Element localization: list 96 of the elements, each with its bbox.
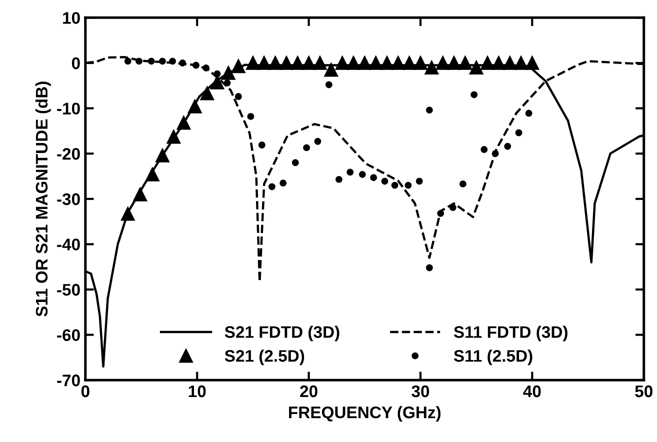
point: [188, 100, 202, 114]
point: [313, 56, 327, 70]
x-tick-label: 40: [523, 385, 541, 398]
point: [480, 146, 488, 153]
point: [381, 178, 388, 185]
point: [492, 150, 499, 158]
point: [224, 79, 231, 86]
y-tick-label: -50: [57, 284, 80, 296]
point: [302, 56, 316, 70]
x-tick-label: 30: [412, 385, 430, 398]
point: [231, 59, 246, 74]
point: [280, 56, 294, 70]
point: [214, 70, 221, 78]
point: [469, 60, 484, 74]
point: [290, 56, 305, 70]
point: [470, 91, 478, 98]
x-tick-label: 0: [81, 385, 90, 398]
point: [404, 182, 412, 189]
point: [346, 56, 360, 70]
point: [426, 264, 433, 272]
y-axis-title: S11 OR S21 MAGNITUDE (dB): [35, 82, 51, 316]
point: [247, 112, 254, 120]
point: [459, 180, 466, 188]
legend-label: S11 (2.5D): [454, 350, 532, 366]
point: [159, 58, 166, 65]
point: [221, 66, 236, 80]
point: [424, 60, 439, 74]
y-tick-label: -70: [57, 374, 80, 386]
point: [480, 56, 494, 70]
point: [358, 170, 366, 178]
point: [156, 148, 170, 162]
point: [324, 62, 338, 77]
point: [416, 178, 423, 185]
point: [179, 60, 186, 66]
point: [120, 206, 135, 221]
point: [525, 56, 540, 70]
point: [346, 168, 354, 176]
legend-label: S21 FDTD (3D): [224, 326, 340, 342]
point: [380, 56, 394, 70]
point: [515, 129, 522, 136]
point: [492, 56, 506, 70]
y-tick-label: -10: [57, 102, 80, 114]
point: [234, 93, 242, 100]
point: [368, 56, 383, 70]
point: [391, 182, 398, 189]
point: [268, 183, 276, 190]
point: [124, 58, 132, 65]
point: [502, 56, 517, 70]
point: [458, 56, 472, 70]
point: [447, 56, 461, 70]
point: [391, 56, 406, 70]
point: [258, 142, 266, 148]
y-tick-label: 10: [63, 12, 80, 24]
point: [414, 56, 428, 70]
x-tick-label: 50: [635, 385, 652, 398]
point: [325, 81, 332, 88]
point: [169, 58, 176, 65]
point: [246, 56, 260, 70]
point: [449, 204, 456, 211]
point: [268, 56, 282, 70]
point: [210, 76, 224, 90]
legend-label: S11 FDTD (3D): [454, 326, 568, 342]
y-tick-label: -20: [57, 148, 80, 160]
point: [148, 58, 155, 65]
point: [514, 56, 528, 70]
x-tick-label: 20: [300, 385, 318, 398]
point: [370, 174, 378, 182]
point: [280, 180, 287, 187]
point: [436, 56, 450, 70]
point: [335, 56, 350, 70]
point: [192, 62, 200, 69]
point: [303, 144, 310, 152]
point: [257, 56, 272, 70]
x-tick-label: 10: [188, 385, 206, 398]
point: [314, 138, 322, 145]
y-tick-label: -60: [57, 329, 80, 342]
legend-label: S21 (2.5D): [224, 350, 304, 366]
point: [200, 86, 214, 100]
point: [136, 58, 142, 65]
point: [437, 210, 444, 217]
point: [145, 167, 160, 182]
point: [176, 116, 191, 130]
point: [292, 159, 299, 166]
point: [358, 56, 372, 70]
point: [525, 110, 532, 117]
point: [402, 56, 416, 70]
y-tick-label: -30: [57, 193, 80, 206]
point: [133, 187, 148, 202]
point: [504, 142, 512, 150]
point: [335, 176, 342, 183]
y-tick-label: -40: [57, 238, 80, 250]
point: [202, 64, 210, 72]
point: [166, 130, 181, 144]
y-tick-label: 0: [72, 57, 80, 70]
x-axis-title: FREQUENCY (GHz): [289, 406, 441, 422]
point: [426, 106, 433, 114]
